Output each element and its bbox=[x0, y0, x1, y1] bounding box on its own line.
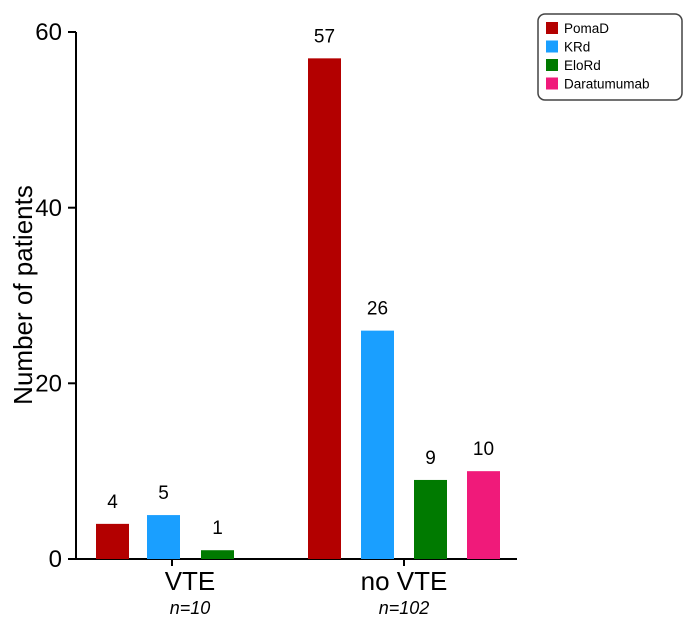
legend-swatch-pomad bbox=[546, 22, 558, 34]
category-n-no-vte: n=102 bbox=[379, 598, 430, 618]
legend-swatch-krd bbox=[546, 40, 558, 53]
legend-label-krd: KRd bbox=[564, 40, 590, 55]
data-labels: 4 57 5 26 1 9 10 bbox=[107, 26, 494, 539]
category-n-vte: n=10 bbox=[170, 598, 211, 618]
y-tick-label: 60 bbox=[35, 19, 62, 46]
data-label: 5 bbox=[158, 483, 169, 504]
legend-label-pomad: PomaD bbox=[564, 21, 609, 36]
data-label: 4 bbox=[107, 492, 118, 513]
legend-box bbox=[537, 13, 683, 101]
data-label: 1 bbox=[212, 518, 223, 539]
y-tick-label: 20 bbox=[35, 371, 62, 398]
bar-krd-vte bbox=[147, 515, 180, 559]
legend: PomaD KRd EloRd Daratumumab bbox=[537, 13, 683, 101]
y-tick-label: 40 bbox=[35, 195, 62, 222]
legend-items: PomaD KRd EloRd Daratumumab bbox=[546, 21, 650, 92]
category-label-vte: VTE bbox=[165, 566, 216, 596]
data-label: 9 bbox=[425, 448, 436, 469]
bar-elord-no-vte bbox=[414, 479, 447, 559]
x-categories: VTE no VTE n=10 n=102 bbox=[165, 559, 448, 618]
legend-label-daratumumab: Daratumumab bbox=[564, 77, 650, 92]
bar-daratumumab-no-vte bbox=[467, 471, 500, 559]
bar-pomad-vte bbox=[96, 523, 129, 559]
bar-krd-no-vte bbox=[361, 330, 394, 559]
y-ticks: 0 20 40 60 bbox=[35, 19, 76, 573]
legend-swatch-daratumumab bbox=[546, 77, 558, 90]
bars bbox=[96, 58, 500, 559]
bar-elord-vte bbox=[201, 550, 234, 559]
category-label-no-vte: no VTE bbox=[361, 566, 448, 596]
legend-label-elord: EloRd bbox=[564, 58, 601, 73]
y-tick-label: 0 bbox=[49, 546, 62, 573]
y-axis-label: Number of patients bbox=[8, 185, 38, 405]
data-label: 57 bbox=[314, 26, 335, 47]
legend-swatch-elord bbox=[546, 59, 558, 71]
bar-pomad-no-vte bbox=[308, 58, 341, 559]
data-label: 26 bbox=[367, 299, 388, 320]
data-label: 10 bbox=[473, 439, 494, 460]
